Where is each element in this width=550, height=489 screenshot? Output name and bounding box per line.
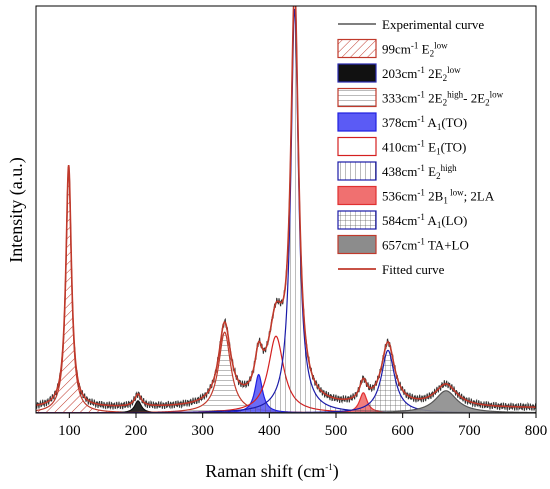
legend-swatch-c99 bbox=[337, 38, 377, 59]
x-axis-label: Raman shift (cm-1) bbox=[205, 461, 338, 482]
x-tick-label: 600 bbox=[391, 423, 414, 439]
legend-label-c333: 333cm-1 2E2high- 2E2low bbox=[382, 90, 504, 108]
legend-label-c438: 438cm-1 E2high bbox=[382, 163, 457, 181]
legend-label-c378: 378cm-1 A1(TO) bbox=[382, 114, 467, 132]
legend-label-c410: 410cm-1 E1(TO) bbox=[382, 139, 466, 157]
x-tick-label: 200 bbox=[125, 423, 148, 439]
legend-swatch-c536 bbox=[337, 185, 377, 206]
x-axis-label-sup: -1 bbox=[325, 462, 333, 472]
legend-label-c99: 99cm-1 E2low bbox=[382, 41, 448, 59]
legend-swatch-c410 bbox=[337, 136, 377, 157]
legend-label-c203: 203cm-1 2E2low bbox=[382, 65, 461, 83]
legend: Experimental curve 99cm-1 E2low 203cm-1 2E… bbox=[337, 17, 504, 277]
legend-swatch-c333 bbox=[337, 87, 377, 108]
x-tick-label: 100 bbox=[58, 423, 81, 439]
y-axis-label: Intensity (a.u.) bbox=[6, 157, 27, 262]
fitted-components bbox=[36, 8, 536, 413]
legend-swatch-c378 bbox=[337, 112, 377, 132]
component-peak-438 bbox=[36, 8, 536, 413]
plot-frame bbox=[35, 5, 537, 414]
x-axis-label-close: ) bbox=[333, 461, 339, 482]
legend-swatch-c657 bbox=[337, 234, 377, 255]
x-tick-label: 300 bbox=[191, 423, 214, 439]
x-tick-label: 400 bbox=[258, 423, 281, 439]
x-tick-label: 500 bbox=[325, 423, 348, 439]
legend-swatch-c438 bbox=[337, 161, 377, 181]
legend-swatch-c203 bbox=[337, 63, 377, 83]
legend-label-c657: 657cm-1 TA+LO bbox=[382, 237, 469, 253]
legend-label-c536: 536cm-1 2B1 low; 2LA bbox=[382, 188, 495, 206]
x-tick-label: 800 bbox=[525, 423, 548, 439]
fitted-curve bbox=[36, 6, 536, 408]
legend-label-c584: 584cm-1 A1(LO) bbox=[382, 212, 467, 230]
legend-label-exp: Experimental curve bbox=[382, 17, 484, 32]
x-axis-label-main: Raman shift (cm bbox=[205, 461, 325, 482]
legend-label-fit: Fitted curve bbox=[382, 262, 445, 277]
x-axis-ticks: 100 200 300 400 500 600 700 800 bbox=[58, 413, 547, 439]
legend-swatch-c584 bbox=[337, 210, 377, 230]
x-tick-label: 700 bbox=[458, 423, 481, 439]
